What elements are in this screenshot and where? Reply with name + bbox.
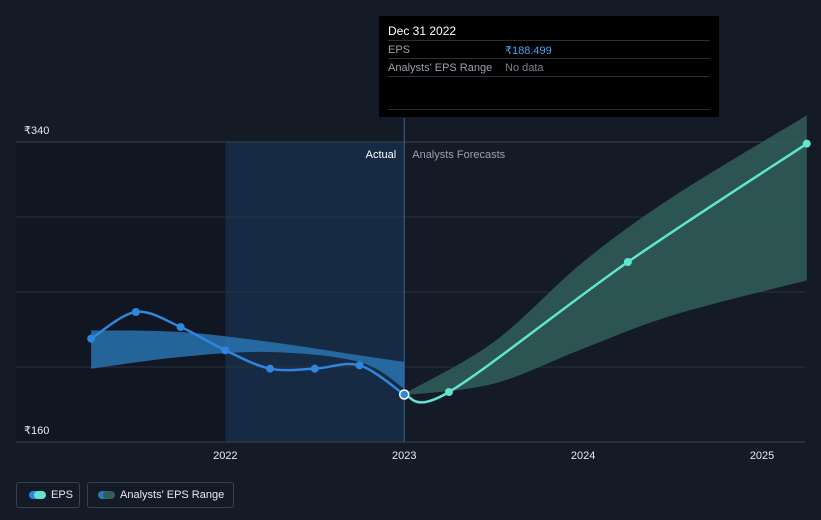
x-tick-label: 2024 [571,450,595,462]
eps-point [131,308,140,316]
highlighted-eps-point [398,389,410,400]
x-tick-label: 2023 [392,450,416,462]
forecast-region-label: Analysts Forecasts [412,149,505,161]
legend-range-toggle[interactable]: Analysts' EPS Range [87,482,234,508]
x-tick-label: 2025 [750,450,774,462]
legend-eps-label: EPS [51,489,74,501]
tooltip-eps-label: EPS [388,44,411,56]
eps-point [310,364,319,373]
range-forecast-swatch-icon [103,491,115,499]
tooltip-range-label: Analysts' EPS Range [388,62,493,74]
eps-point [355,361,364,370]
legend-range-label: Analysts' EPS Range [120,489,225,501]
y-tick-label-top: ₹340 [24,125,49,137]
actual-region-label: Actual [366,149,397,161]
y-tick-label-bottom: ₹160 [24,425,49,437]
forecast-eps-point [623,258,632,266]
eps-point [221,346,230,355]
tooltip: Dec 31 2022 EPS ₹188.499 Analysts' EPS R… [379,16,719,117]
legend-eps-toggle[interactable]: EPS [16,482,80,508]
forecast-eps-point [444,388,453,396]
tooltip-eps-value: ₹188.499 [505,45,552,57]
eps-point [266,364,275,373]
forecast-eps-range-band [404,115,807,396]
tooltip-date: Dec 31 2022 [388,24,457,38]
forecast-eps-line [403,142,808,404]
tooltip-eps-row: EPS ₹188.499 [388,40,710,59]
eps-point [87,334,96,343]
tooltip-spacer [388,76,710,110]
forecast-eps-point [802,139,811,148]
actual-eps-range-band [91,330,405,389]
x-tick-label: 2022 [213,450,237,462]
tooltip-range-value: No data [505,62,544,74]
tooltip-range-row: Analysts' EPS Range No data [388,58,710,77]
eps-point [176,323,185,331]
eps-forecast-swatch-icon [34,491,46,499]
